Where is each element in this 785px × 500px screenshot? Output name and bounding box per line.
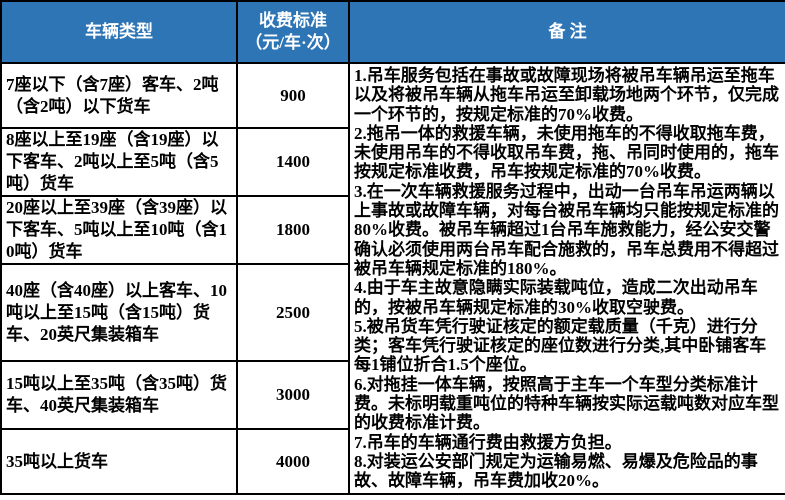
table-row: 15吨以上至35吨（含35吨）货车、40英尺集装箱车 3000 [0,360,785,430]
remark-item: 6.对拖挂一体车辆，按照高于主车一个车型分类标准计费。未标明载重吨位的特种车辆按… [354,374,779,433]
vehicle-type-cell: 8座以上至19座（含19座）以下客车、2吨以上至5吨（含5吨）货车 [0,127,238,197]
header-cell-fee-standard: 收费标准（元/车·次） [236,0,350,64]
fee-cell: 4000 [236,428,350,495]
vehicle-type-cell: 40座（含40座）以上客车、10吨以上至15吨（含15吨）货车、20英尺集装箱车 [0,263,238,362]
table-row: 8座以上至19座（含19座）以下客车、2吨以上至5吨（含5吨）货车 1400 [0,127,785,197]
remark-item: 1.吊车服务包括在事故或故障现场将被吊车辆吊运至拖车以及将被吊车辆从拖车吊运至卸… [354,66,779,124]
vehicle-type-cell: 20座以上至39座（含39座）以下客车、5吨以上至10吨（含10吨）货车 [0,195,238,265]
table-row: 35吨以上货车 4000 [0,428,785,495]
table-header-row: 车辆类型 收费标准（元/车·次） 备 注 [0,0,785,64]
remarks-cell: 1.吊车服务包括在事故或故障现场将被吊车辆吊运至拖车以及将被吊车辆从拖车吊运至卸… [348,62,785,495]
fee-cell: 1400 [236,127,350,197]
table-row: 7座以下（含7座）客车、2吨（含2吨）以下货车 900 1.吊车服务包括在事故或… [0,62,785,495]
remark-item: 8.对装运公安部门规定为运输易燃、易爆及危险品的事故、故障车辆，吊车费加收20%… [354,451,758,491]
fee-cell: 1800 [236,195,350,265]
vehicle-type-cell: 7座以下（含7座）客车、2吨（含2吨）以下货车 [0,62,238,129]
remark-item: 7.吊车的车辆通行费由救援方负担。 [354,432,622,452]
fee-cell: 900 [236,62,350,129]
table-row: 20座以上至39座（含39座）以下客车、5吨以上至10吨（含10吨）货车 180… [0,195,785,265]
remark-item: 2.拖吊一体的救援车辆，未使用拖车的不得收取拖车费，未使用吊车的不得收取吊车费，… [354,123,779,182]
remark-item: 3.在一次车辆救援服务过程中，出动一台吊车吊运两辆以上事故或故障车辆，对每台被吊… [354,181,779,278]
vehicle-type-cell: 35吨以上货车 [0,428,238,495]
remark-item: 4.由于车主故意隐瞒实际装载吨位，造成二次出动吊车的，按被吊车辆规定标准的30%… [354,278,758,317]
header-cell-remarks: 备 注 [348,0,785,64]
header-cell-vehicle-type: 车辆类型 [0,0,238,64]
table-row: 40座（含40座）以上客车、10吨以上至15吨（含15吨）货车、20英尺集装箱车… [0,263,785,362]
fee-cell: 2500 [236,263,350,362]
fee-cell: 3000 [236,360,350,430]
vehicle-type-cell: 15吨以上至35吨（含35吨）货车、40英尺集装箱车 [0,360,238,430]
remark-item: 5.被吊货车凭行驶证核定的额定载质量（千克）进行分类；客车凭行驶证核定的座位数进… [354,316,767,375]
